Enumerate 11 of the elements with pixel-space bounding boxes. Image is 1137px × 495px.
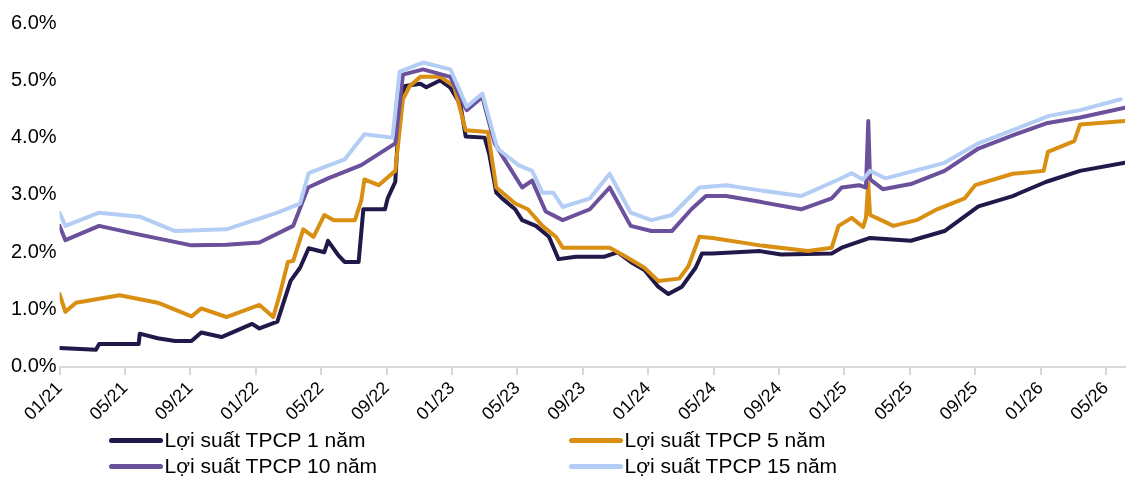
y-tick-label: 6.0% bbox=[10, 10, 57, 33]
y-tick-label: 2.0% bbox=[10, 239, 57, 262]
y-tick-label: 0.0% bbox=[10, 354, 57, 377]
y-tick-label: 5.0% bbox=[10, 67, 57, 90]
legend-label: Lợi suất TPCP 1 năm bbox=[164, 428, 366, 452]
y-tick-label: 3.0% bbox=[10, 182, 57, 205]
legend-label: Lợi suất TPCP 5 năm bbox=[624, 428, 826, 452]
legend-label: Lợi suất TPCP 15 năm bbox=[624, 454, 838, 478]
legend-label: Lợi suất TPCP 10 năm bbox=[164, 454, 378, 478]
y-tick-label: 1.0% bbox=[10, 297, 57, 320]
y-tick-label: 4.0% bbox=[10, 125, 57, 148]
